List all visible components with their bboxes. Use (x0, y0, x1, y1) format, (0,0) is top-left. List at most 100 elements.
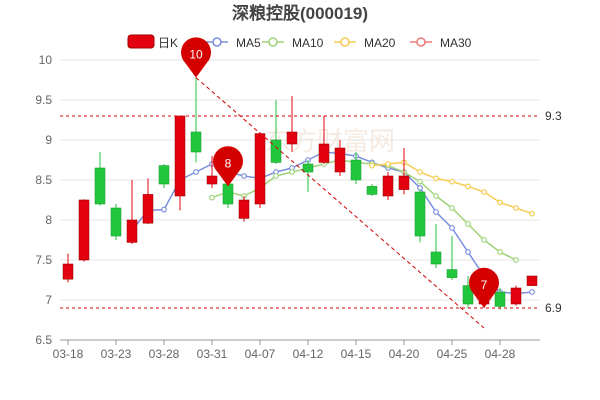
ma-point-ma20 (369, 162, 375, 169)
chart-title: 深粮控股(000019) (232, 3, 368, 23)
candle-body (302, 163, 314, 173)
legend-item-ma10: MA10 (262, 36, 324, 50)
x-tick-label: 03-31 (197, 347, 228, 361)
candle (430, 224, 442, 268)
candle (78, 199, 90, 262)
y-tick-label: 7.5 (35, 253, 52, 267)
candle-body (318, 143, 330, 163)
candle (446, 236, 458, 280)
trend-line (195, 77, 485, 329)
ma-point-ma5 (449, 225, 455, 231)
legend-dot-swatch (416, 37, 426, 47)
x-tick-label: 03-23 (101, 347, 132, 361)
candle (318, 116, 330, 164)
y-tick-label: 9 (45, 133, 52, 147)
candle-body (382, 175, 394, 197)
x-tick-label: 04-07 (245, 347, 276, 361)
legend-item-ma20: MA20 (334, 36, 396, 50)
candle-body (366, 186, 378, 195)
pin-shape (213, 146, 244, 187)
price-pin: 8 (213, 146, 244, 187)
candle (414, 189, 426, 243)
ma-point-ma10 (449, 205, 455, 211)
candle-body (238, 199, 250, 219)
y-tick-label: 9.5 (35, 93, 52, 107)
ma-point-ma10 (481, 237, 487, 243)
legend-item-ma30: MA30 (410, 36, 472, 50)
candle (206, 156, 218, 188)
ma-point-ma20 (385, 161, 391, 167)
x-tick-label: 04-15 (341, 347, 372, 361)
reference-label: 9.3 (545, 109, 562, 123)
ma-point-ma10 (209, 194, 215, 201)
pin-label: 10 (189, 48, 203, 62)
candle (110, 204, 122, 240)
legend-dot-swatch (212, 37, 222, 47)
x-tick-label: 03-18 (53, 347, 84, 361)
ma-line-ma5 (131, 151, 533, 295)
y-tick-label: 10 (39, 53, 53, 67)
legend-label: MA10 (292, 36, 324, 50)
candles (62, 77, 538, 310)
candle-body (94, 167, 106, 205)
candle-body (142, 194, 154, 224)
ma-point-ma5 (161, 206, 167, 213)
y-tick-label: 8 (45, 213, 52, 227)
candle-body (174, 115, 186, 197)
ma-point-ma5 (465, 249, 471, 255)
candle (254, 132, 266, 208)
candle-body (494, 291, 506, 307)
candle-body (510, 287, 522, 305)
candle-body (286, 131, 298, 145)
candle-body (126, 219, 138, 243)
candle (62, 253, 74, 283)
pin-label: 7 (481, 278, 488, 292)
ma-point-ma20 (449, 178, 455, 185)
candle (398, 148, 410, 195)
price-pins: 10 8 7 (181, 37, 500, 308)
y-tick-label: 8.5 (35, 173, 52, 187)
candle-body (446, 269, 458, 278)
candle-body (190, 131, 202, 153)
ma-point-ma5 (433, 209, 439, 215)
candle (302, 160, 314, 192)
candle-body (78, 199, 90, 261)
y-tick-label: 6.5 (35, 333, 52, 347)
x-tick-label: 03-28 (149, 347, 180, 361)
candle-body (430, 251, 442, 265)
ma-point-ma10 (273, 173, 279, 179)
price-pin: 7 (468, 267, 500, 308)
pin-shape (181, 37, 212, 78)
pin-shape (468, 267, 500, 308)
candle-body (526, 275, 538, 286)
candle (366, 184, 378, 196)
legend-dot-swatch (340, 37, 350, 47)
candle-body (414, 191, 426, 237)
ma-point-ma20 (465, 183, 471, 190)
ma-point-ma10 (289, 169, 295, 175)
candle (238, 196, 250, 222)
candle (526, 275, 538, 286)
ma-point-ma20 (417, 169, 423, 175)
legend-label: MA30 (440, 36, 472, 50)
candle (382, 172, 394, 200)
candle-body (398, 175, 410, 190)
legend-label: MA20 (364, 36, 396, 50)
reference-label: 6.9 (545, 301, 562, 315)
candle (462, 276, 474, 308)
candle-body (270, 139, 282, 163)
ma-point-ma20 (481, 189, 487, 195)
candle (494, 288, 506, 310)
x-tick-label: 04-20 (389, 347, 420, 361)
legend-dot-swatch (268, 37, 278, 47)
ma-point-ma5 (241, 173, 247, 179)
price-pin: 10 (181, 37, 212, 78)
reference-lines: 9.3 6.9 (60, 77, 562, 329)
legend-label: 日K (158, 36, 178, 50)
legend-item-candle: 日K (127, 34, 178, 50)
ma-point-ma20 (513, 205, 519, 211)
candle-body (110, 207, 122, 237)
candle (334, 140, 346, 176)
legend: 日K MA5 MA10 MA20 MA30 (127, 34, 472, 50)
